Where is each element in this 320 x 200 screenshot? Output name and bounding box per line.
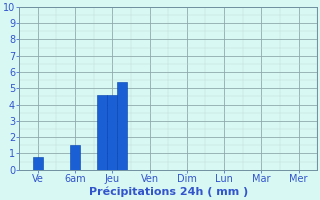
Bar	[107, 95, 117, 170]
X-axis label: Précipitations 24h ( mm ): Précipitations 24h ( mm )	[89, 187, 248, 197]
Bar	[97, 95, 107, 170]
Bar	[117, 82, 127, 170]
Bar	[33, 157, 43, 170]
Bar	[70, 145, 80, 170]
